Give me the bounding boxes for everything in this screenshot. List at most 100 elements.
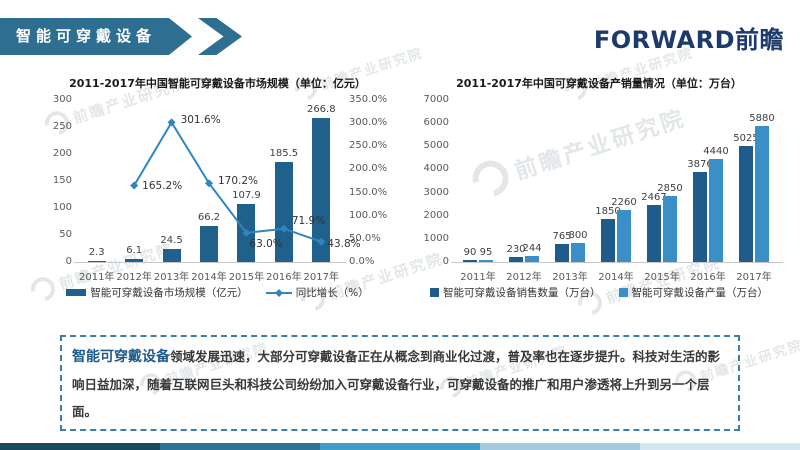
bar xyxy=(87,260,106,262)
market-size-chart: 2011-2017年中国智能可穿戴设备市场规模（单位：亿元） 0 50 100 150… xyxy=(40,73,395,313)
bar xyxy=(125,258,144,262)
legend-swatch xyxy=(66,289,87,296)
page-title-banner: 智能可穿戴设备 xyxy=(0,18,192,55)
secondary-y-axis-tick-label: 250.0% xyxy=(349,140,388,152)
legend-label: 智能可穿戴设备市场规模（亿元） xyxy=(90,287,248,299)
x-axis-tick-label: 2012年 xyxy=(116,272,152,283)
y-axis-tick-label: 50 xyxy=(59,229,72,240)
page-title: 智能可穿戴设备 xyxy=(16,27,157,45)
legend-swatch xyxy=(430,288,439,297)
footer-segment xyxy=(640,443,800,450)
x-axis-tick-label: 2017年 xyxy=(303,272,339,283)
bar xyxy=(274,161,293,262)
bar xyxy=(739,145,753,262)
logo-cn: 前瞻 xyxy=(735,26,784,54)
bar-value-label: 3876 xyxy=(687,159,713,171)
bar xyxy=(479,259,493,262)
y-axis-tick-label: 3000 xyxy=(423,186,449,198)
x-axis-tick-label: 2016年 xyxy=(690,272,726,283)
bar xyxy=(162,248,181,262)
chart-legend: 智能可穿戴设备销售数量（万台） 智能可穿戴设备产量（万台） xyxy=(413,285,785,300)
y-axis-tick-label: 1000 xyxy=(423,232,449,244)
bar-value-label: 230 xyxy=(506,243,526,255)
y-axis-tick-label: 5000 xyxy=(423,140,449,152)
x-axis-line xyxy=(74,262,346,263)
bar xyxy=(312,117,331,262)
footer-segment xyxy=(160,443,320,450)
legend-item: 智能可穿戴设备产量（万台） xyxy=(618,285,769,300)
bar-value-label: 1850 xyxy=(595,206,621,218)
bar xyxy=(200,226,218,262)
y-axis-tick-label: 200 xyxy=(52,148,72,159)
secondary-y-axis-tick-label: 100.0% xyxy=(349,209,388,221)
footer-gradient-bar xyxy=(0,443,800,450)
forward-logo: FORWARD前瞻 xyxy=(594,20,784,55)
bar xyxy=(755,125,769,262)
growth-line xyxy=(78,100,340,262)
x-axis-tick-label: 2013年 xyxy=(552,272,588,283)
logo-en: FORWARD xyxy=(593,26,735,54)
bar-value-label: 90 xyxy=(463,246,477,258)
summary-note: 智能可穿戴设备领域发展迅速，大部分可穿戴设备正在从概念到商业化过渡，普及率也在逐… xyxy=(60,335,740,432)
y-axis-tick-label: 150 xyxy=(52,175,72,186)
bar xyxy=(693,172,707,262)
chart-legend: 智能可穿戴设备市场规模（亿元） 同比增长（%） xyxy=(40,285,395,300)
bar xyxy=(617,209,631,262)
footer-segment xyxy=(0,443,160,450)
line-value-label: 301.6% xyxy=(180,114,221,127)
legend-item: 同比增长（%） xyxy=(265,285,369,300)
x-axis-tick-label: 2014年 xyxy=(598,272,634,283)
production-sales-chart: 2011-2017年中国可穿戴设备产销量情况（单位：万台） 0 1000 2000 3… xyxy=(413,73,785,313)
legend-line-marker xyxy=(265,288,292,298)
bar-value-label: 95 xyxy=(479,246,493,258)
bar-value-label: 4440 xyxy=(703,146,729,158)
y-axis-tick-label: 100 xyxy=(52,202,72,213)
y-axis-tick-label: 0 xyxy=(442,256,449,267)
secondary-y-axis-tick-label: 50.0% xyxy=(349,232,381,244)
bar-value-label: 185.5 xyxy=(269,147,299,159)
legend-label: 智能可穿戴设备产量（万台） xyxy=(631,287,769,299)
bar-value-label: 800 xyxy=(568,230,588,242)
bar-value-label: 5880 xyxy=(749,112,775,124)
x-axis-tick-label: 2013年 xyxy=(153,272,190,283)
bar xyxy=(555,244,569,262)
x-axis-tick-label: 2017年 xyxy=(736,272,772,283)
y-axis-tick-label: 2000 xyxy=(423,209,449,221)
bar xyxy=(571,243,585,262)
chevron-right-icon xyxy=(198,18,242,55)
bar-value-label: 765 xyxy=(552,231,572,243)
x-axis-tick-label: 2012年 xyxy=(506,272,542,283)
footer-segment xyxy=(480,443,640,450)
legend-label: 同比增长（%） xyxy=(295,287,369,299)
chart-title: 2011-2017年中国智能可穿戴设备市场规模（单位：亿元） xyxy=(69,77,366,90)
footer-segment xyxy=(320,443,480,450)
chart-title: 2011-2017年中国可穿戴设备产销量情况（单位：万台） xyxy=(456,77,742,90)
line-value-label: 43.8% xyxy=(327,237,361,250)
secondary-y-axis-tick-label: 0.0% xyxy=(349,256,375,267)
y-axis-tick-label: 250 xyxy=(52,121,72,132)
secondary-y-axis-tick-label: 300.0% xyxy=(349,117,388,129)
secondary-y-axis-tick-label: 350.0% xyxy=(349,94,388,105)
line-value-label: 165.2% xyxy=(142,179,183,192)
x-axis-tick-label: 2015年 xyxy=(228,272,265,283)
y-axis-tick-label: 7000 xyxy=(423,94,449,105)
bar-value-label: 107.9 xyxy=(232,189,261,201)
x-axis-tick-label: 2014年 xyxy=(191,272,227,283)
bar-value-label: 2850 xyxy=(657,183,683,195)
bar-value-label: 6.1 xyxy=(126,244,143,256)
bar-value-label: 5025 xyxy=(733,132,759,144)
bar-value-label: 2260 xyxy=(611,196,637,208)
y-axis-tick-label: 300 xyxy=(52,94,72,105)
summary-body: 领域发展迅速，大部分可穿戴设备正在从概念到商业化过渡，普及率也在逐步提升。科技对… xyxy=(72,349,721,419)
bar xyxy=(709,159,723,262)
summary-lead: 智能可穿戴设备 xyxy=(72,349,170,365)
bar-value-label: 2.3 xyxy=(88,246,105,258)
x-axis-tick-label: 2011年 xyxy=(78,272,115,283)
x-axis-line xyxy=(451,262,783,263)
y-axis-tick-label: 4000 xyxy=(423,163,449,175)
legend-swatch xyxy=(618,288,628,297)
x-axis-tick-label: 2016年 xyxy=(266,272,302,283)
legend-item: 智能可穿戴设备销售数量（万台） xyxy=(430,285,601,300)
secondary-y-axis-tick-label: 200.0% xyxy=(349,163,388,175)
